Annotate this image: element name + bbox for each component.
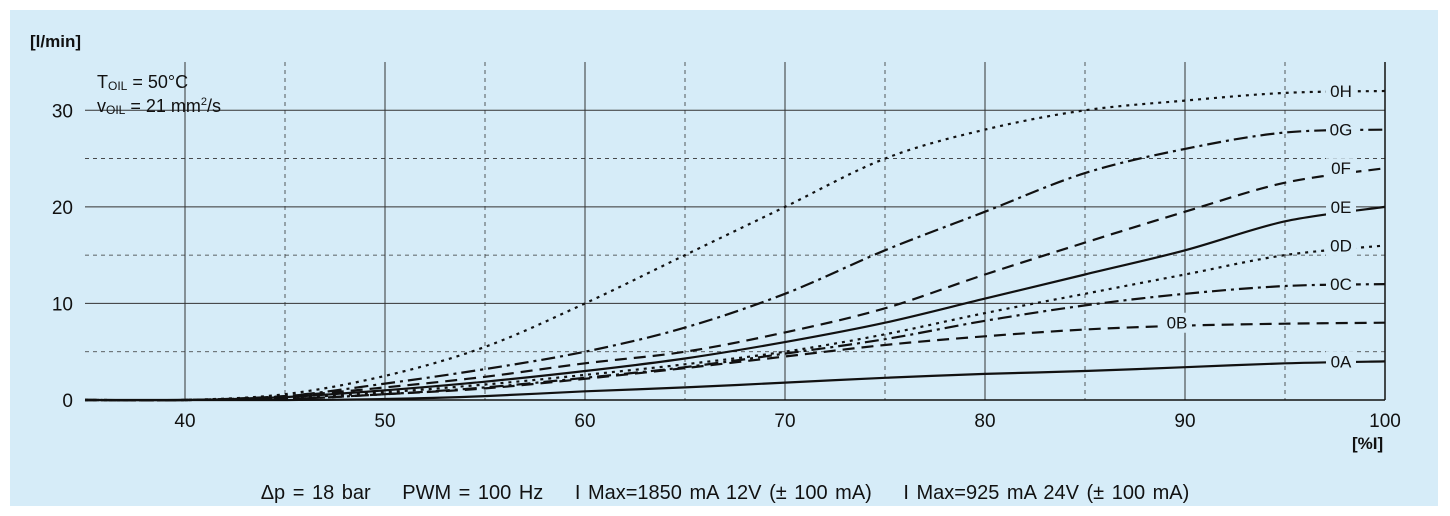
y-axis-unit-label: [l/min]	[30, 32, 81, 51]
oil-viscosity-subscript: OIL	[106, 103, 126, 117]
oil-temperature-symbol: T	[97, 72, 108, 92]
x-tick-label: 70	[774, 411, 795, 432]
pressure-drop-text: Δp = 18 bar	[260, 482, 371, 504]
curve-label-background	[1326, 119, 1356, 140]
series-line-0a	[85, 360, 1386, 402]
x-axis-unit-label: [%I]	[1352, 434, 1384, 453]
series-line-0f	[84, 167, 1386, 402]
y-tick-label: 20	[52, 198, 73, 219]
curve-label-background	[1326, 235, 1356, 256]
x-tick-label: 40	[174, 411, 195, 432]
x-tick-label: 90	[1174, 411, 1195, 432]
curve-label-background	[1326, 274, 1356, 295]
curve-label-0h: 0H	[1330, 82, 1352, 101]
x-tick-label: 100	[1369, 411, 1401, 432]
curve-label-0g: 0G	[1330, 121, 1353, 140]
curve-label-0e: 0E	[1331, 198, 1352, 217]
oil-viscosity-note: vOIL = 21 mm2/s	[97, 96, 221, 117]
curve-label-0f: 0F	[1331, 159, 1351, 178]
series-line-0e	[84, 205, 1386, 402]
oil-viscosity-value: = 21 mm	[130, 96, 201, 116]
oil-viscosity-symbol: v	[97, 96, 106, 116]
series-line-0d	[84, 244, 1386, 402]
curve-label-0a: 0A	[1331, 352, 1352, 371]
curve-label-background	[1326, 80, 1356, 101]
oil-temperature-subscript: OIL	[108, 79, 128, 93]
oil-viscosity-superscript: 2	[200, 96, 208, 108]
y-tick-label: 30	[52, 101, 73, 122]
curve-labels: 0A 0B 0C 0D 0E 0F 0G 0H	[1162, 80, 1356, 372]
x-tick-label: 60	[574, 411, 595, 432]
max-current-12v-text: I Max=1850 mA 12V (± 100 mA)	[574, 482, 872, 504]
curve-label-background	[1326, 158, 1356, 179]
oil-temperature-value: = 50°C	[132, 72, 189, 92]
curve-label-background	[1326, 351, 1356, 372]
chart-panel	[10, 10, 1438, 506]
oil-temperature-note: TOIL = 50°C	[97, 72, 188, 93]
x-tick-label: 50	[374, 411, 395, 432]
y-tick-label: 0	[62, 391, 73, 412]
series-line-0h	[84, 89, 1386, 402]
max-current-24v-text: I Max=925 mA 24V (± 100 mA)	[903, 482, 1190, 504]
x-tick-label: 80	[974, 411, 995, 432]
tick-labels: 40 50 60 70 80 90 100 0 10 20 30	[52, 101, 1401, 432]
test-conditions-footer: Δp = 18 bar PWM = 100 Hz I Max=1850 mA 1…	[0, 482, 1450, 505]
curve-label-0b: 0B	[1167, 314, 1188, 333]
curve-label-background	[1326, 196, 1356, 217]
curve-label-0d: 0D	[1330, 236, 1352, 255]
curve-label-background	[1162, 312, 1192, 333]
pwm-frequency-text: PWM = 100 Hz	[402, 482, 544, 504]
y-tick-label: 10	[52, 294, 73, 315]
oil-viscosity-unit: /s	[207, 96, 222, 116]
series-line-0g	[84, 128, 1386, 402]
series-lines	[84, 89, 1386, 402]
curve-label-0c: 0C	[1330, 275, 1352, 294]
